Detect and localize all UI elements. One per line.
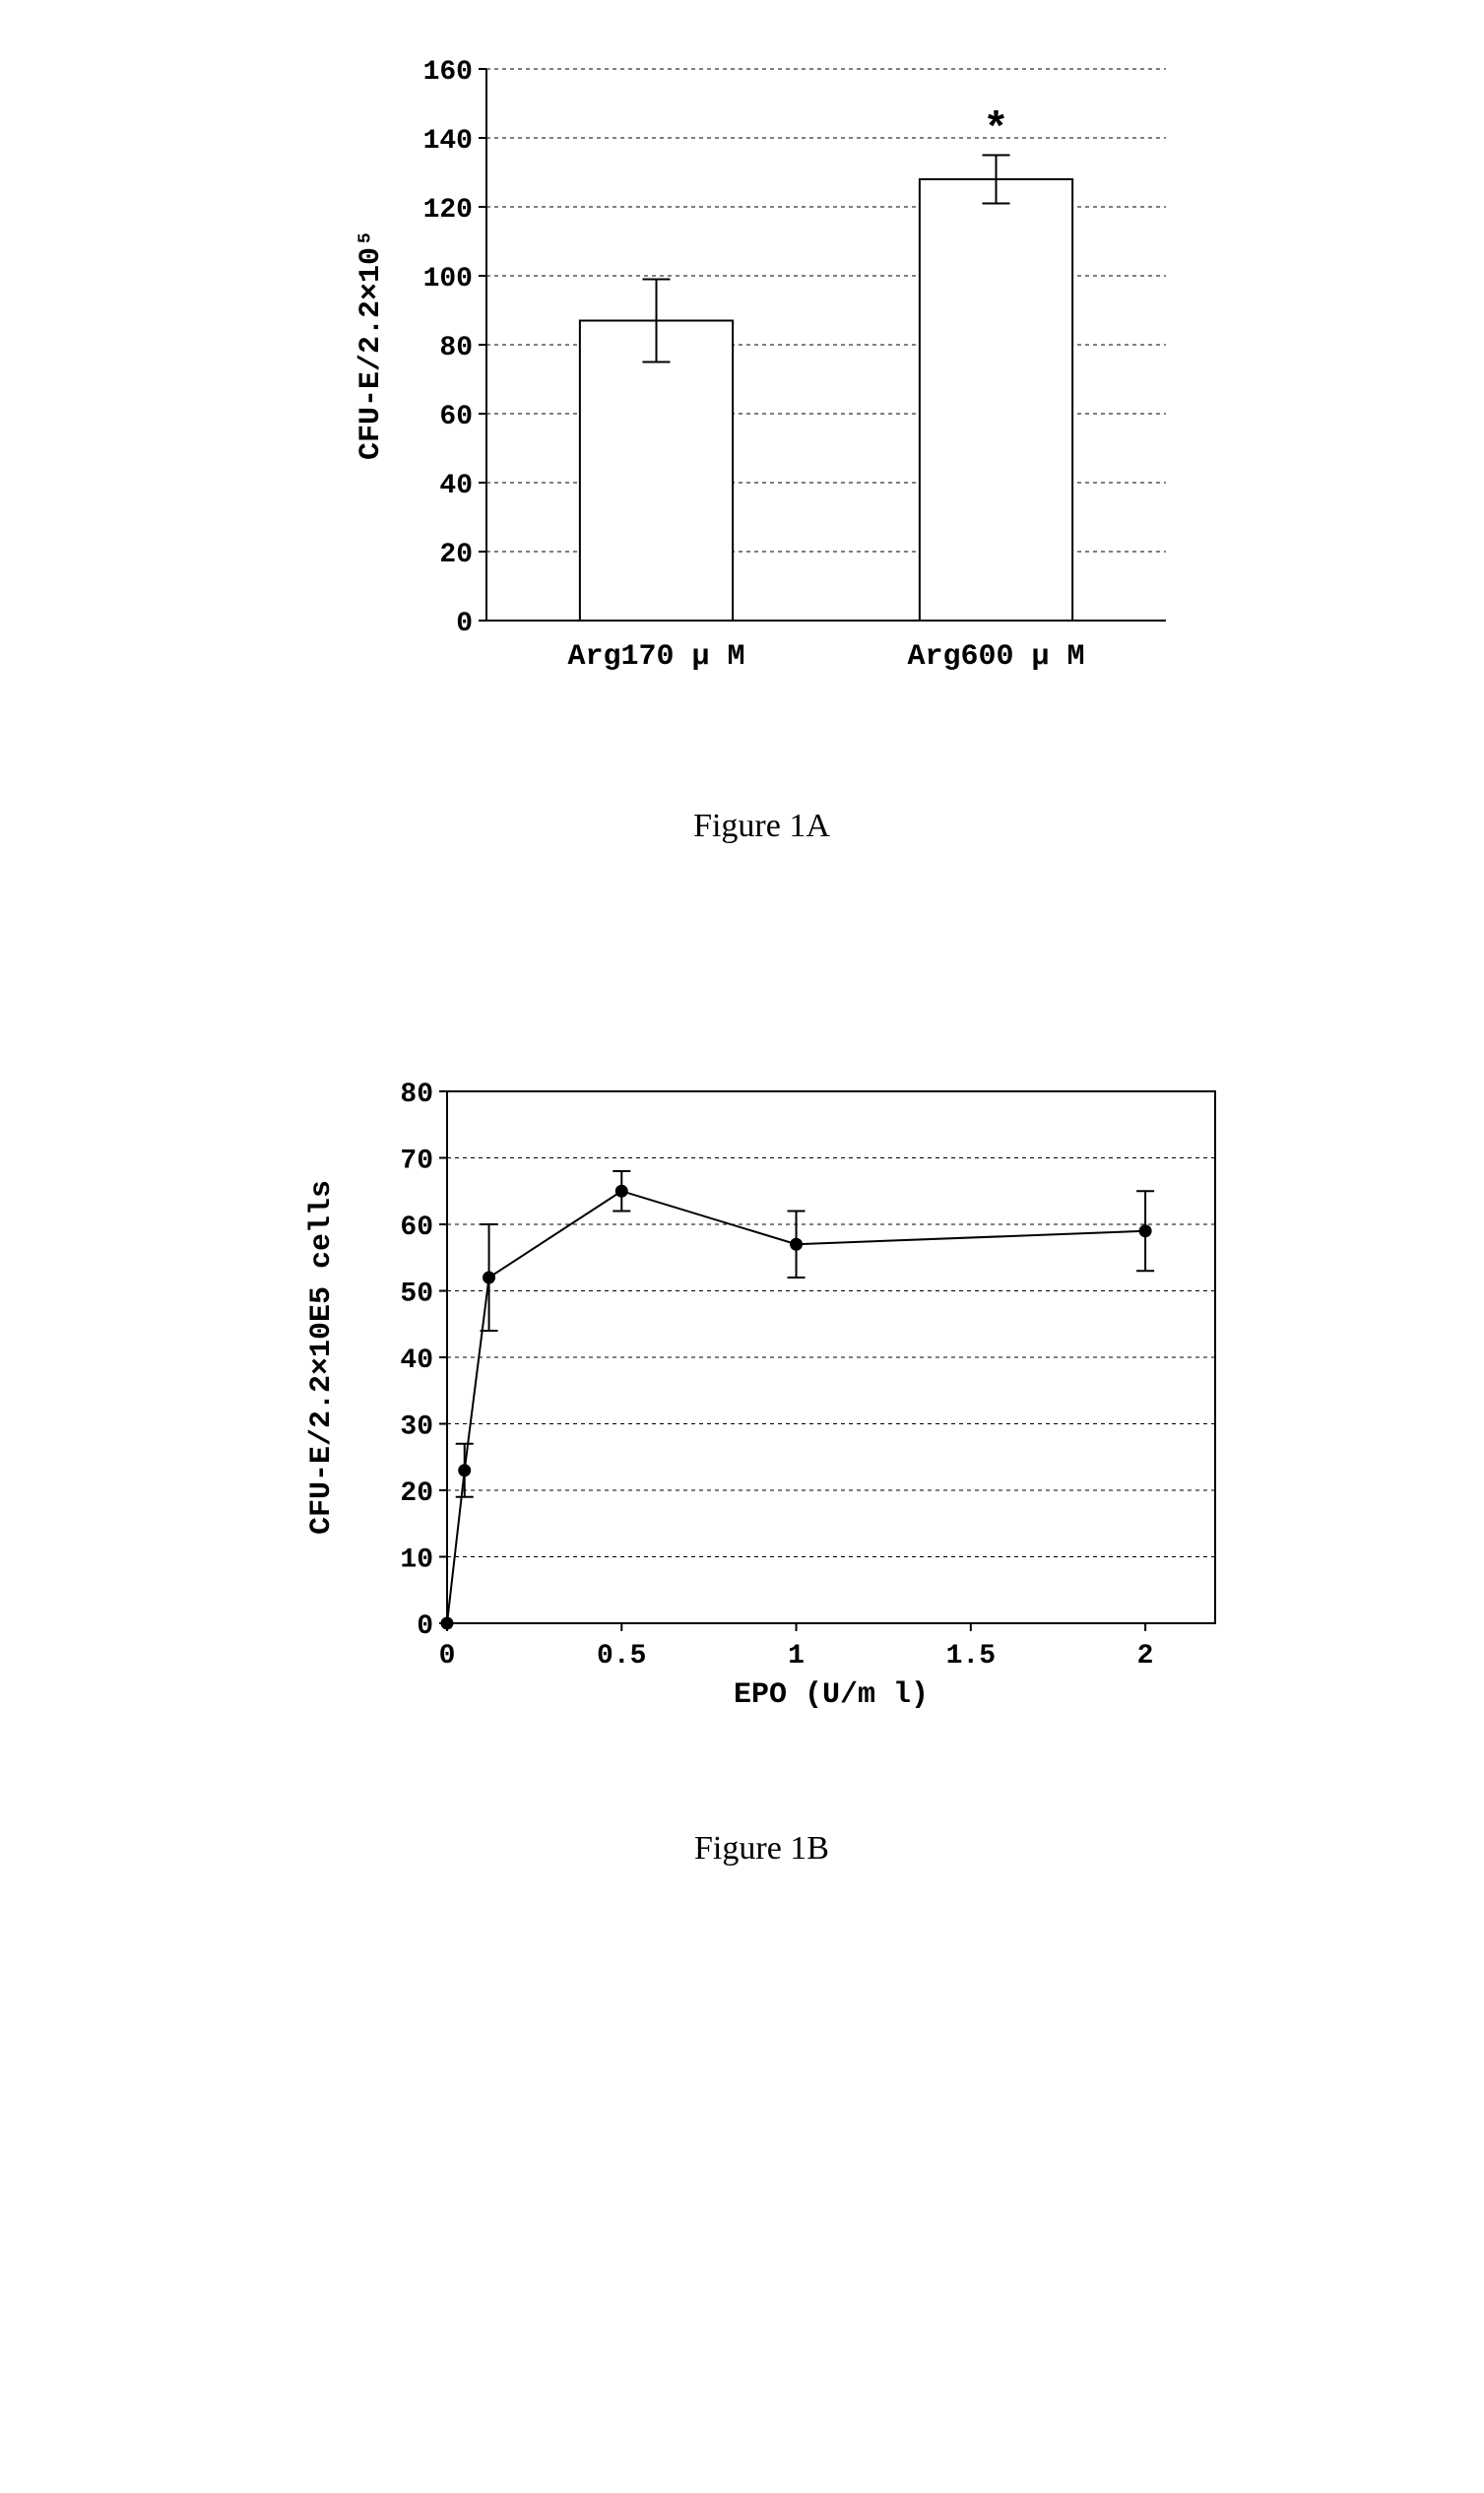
data-point [790,1238,802,1250]
ytick-label: 160 [422,57,472,88]
xtick-label: 2 [1136,1641,1153,1672]
ytick-label: 10 [400,1545,433,1576]
xtick-label: 0.5 [597,1641,646,1672]
data-point [441,1617,453,1629]
figure-1b-block: 0 10 20 30 40 50 60 70 80 0 0.5 1 1.5 2 EPO (U/m l) CFU… [20,1062,1484,1868]
ytick-label: 60 [439,402,473,432]
data-point [1139,1225,1151,1237]
data-point [458,1465,470,1476]
ytick-label: 80 [439,333,473,363]
plot-frame [447,1091,1215,1623]
data-point [615,1185,627,1197]
ytick-label: 20 [439,540,473,570]
ytick-label: 60 [400,1213,433,1243]
ytick-label: 0 [456,609,473,639]
xtick-label: 1.5 [945,1641,995,1672]
xtick-label: 0 [438,1641,455,1672]
bar [579,321,732,622]
ytick-label: 140 [422,126,472,157]
ytick-label: 40 [400,1345,433,1376]
x-axis-label: EPO (U/m l) [733,1678,928,1712]
y-axis-label: CFU-E/2.2×10E5 cells [305,1180,339,1535]
figure-1a-chart: 0 20 40 60 80 100 120 140 160 Arg170 μ M * Arg600 μ… [319,39,1205,709]
ytick-label: 70 [400,1147,433,1177]
ytick-label: 20 [400,1478,433,1509]
figure-1b-caption: Figure 1B [694,1830,829,1868]
significance-marker: * [983,106,1008,156]
category-label: Arg600 μ M [907,640,1084,674]
ytick-label: 50 [400,1279,433,1310]
figure-1a-caption: Figure 1A [693,808,830,845]
ytick-label: 80 [400,1080,433,1110]
ytick-label: 120 [422,195,472,226]
figure-1b-chart: 0 10 20 30 40 50 60 70 80 0 0.5 1 1.5 2 EPO (U/m l) CFU… [270,1062,1255,1732]
page: 020406080100120140160Arg170 μ M*Arg600 μ… [20,39,1484,1868]
category-label: Arg170 μ M [567,640,744,674]
ytick-label: 30 [400,1412,433,1443]
data-point [483,1272,494,1283]
ytick-label: 0 [417,1611,433,1642]
xtick-label: 1 [788,1641,805,1672]
ytick-label: 40 [439,471,473,501]
figure-1a-block: 0 20 40 60 80 100 120 140 160 Arg170 μ M * Arg600 μ… [20,39,1484,845]
bar [919,179,1071,621]
ytick-label: 100 [422,264,472,295]
y-axis-label: CFU-E/2.2×10⁵ [355,230,388,460]
